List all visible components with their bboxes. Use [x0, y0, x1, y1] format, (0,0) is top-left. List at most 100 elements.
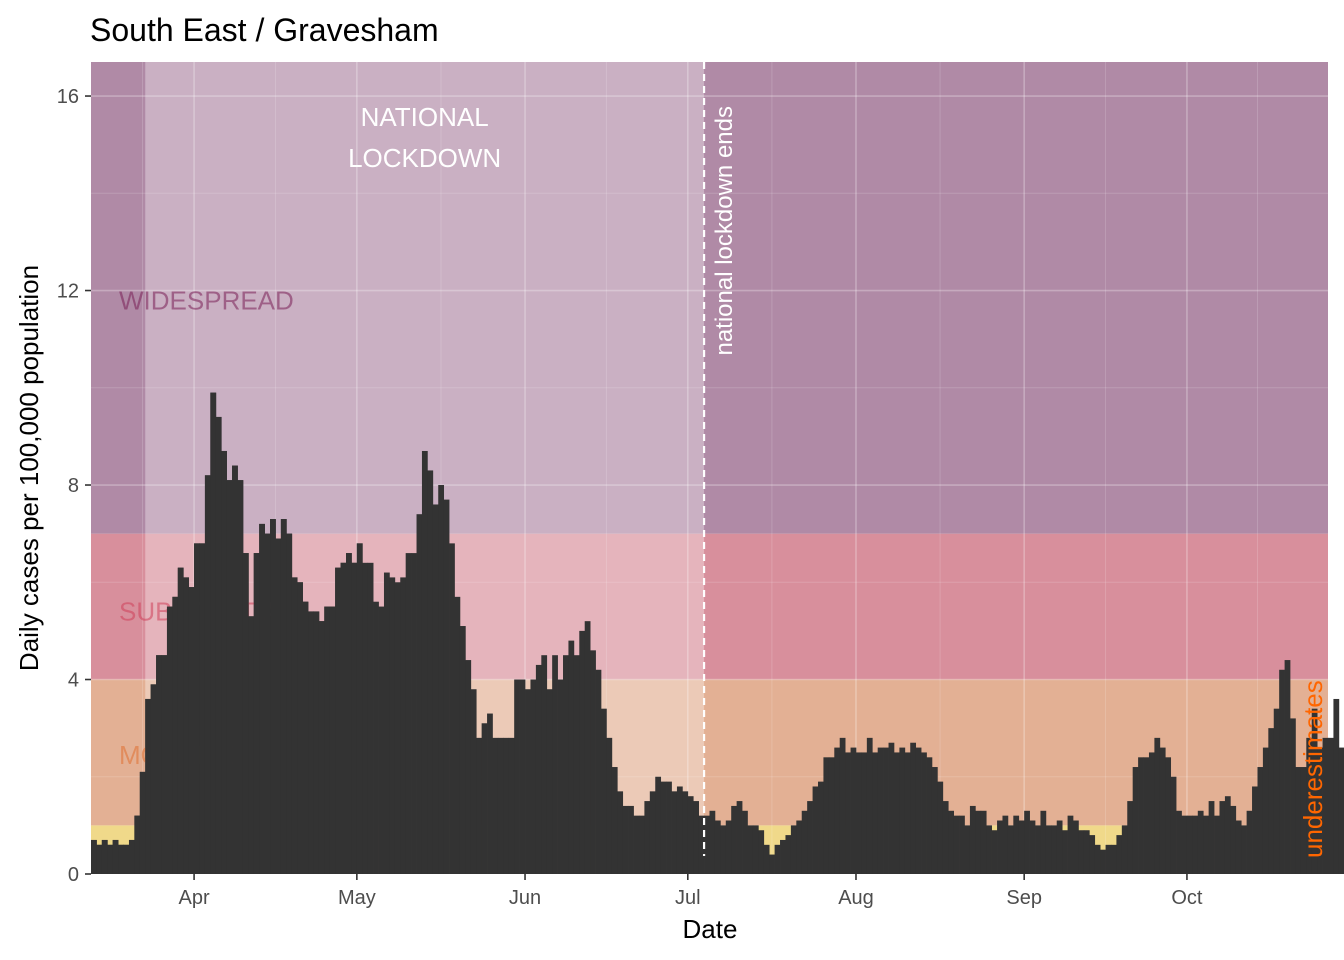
bar: [1181, 815, 1188, 874]
bar: [742, 810, 748, 874]
bar: [1143, 757, 1150, 874]
bar: [340, 562, 347, 874]
bar: [503, 737, 510, 874]
bar: [736, 801, 743, 874]
bar: [378, 606, 385, 874]
bar: [1007, 825, 1014, 874]
bar: [709, 810, 716, 874]
bar: [638, 815, 645, 874]
bar: [1230, 805, 1237, 874]
bar: [1214, 815, 1220, 874]
bar: [1138, 757, 1144, 874]
bar: [210, 392, 217, 874]
bar: [302, 601, 309, 874]
bar: [796, 820, 803, 874]
bar: [351, 562, 358, 874]
y-tick-label: 16: [57, 86, 79, 108]
bars-overlay: [91, 392, 363, 874]
bar: [459, 626, 466, 874]
bar: [248, 616, 255, 874]
bar: [291, 577, 298, 874]
bar: [563, 655, 569, 874]
bar: [1197, 810, 1204, 874]
bar: [937, 781, 944, 874]
band-widespread: [91, 62, 1328, 534]
bar: [649, 791, 656, 874]
bar: [1279, 669, 1285, 874]
bar: [590, 650, 596, 874]
bar: [1100, 849, 1106, 874]
y-tick-label: 4: [68, 670, 79, 692]
y-tick-label: 8: [68, 475, 79, 497]
bar: [1116, 835, 1123, 874]
alert-level-bands: [91, 62, 1328, 874]
bar: [997, 820, 1003, 874]
bar: [134, 815, 141, 874]
bar: [215, 416, 222, 874]
bar: [845, 752, 851, 874]
bar: [166, 606, 173, 874]
bar: [942, 801, 949, 874]
x-tick-label: May: [338, 887, 376, 909]
bar: [308, 611, 314, 874]
bar: [823, 757, 830, 874]
bar: [769, 854, 775, 874]
bar: [324, 606, 331, 874]
bar: [1186, 815, 1193, 874]
bar: [1203, 815, 1209, 874]
bar: [1148, 752, 1155, 874]
bar: [687, 796, 694, 874]
bar: [682, 791, 689, 874]
bar: [818, 781, 824, 874]
bar: [530, 679, 537, 874]
bar: [568, 640, 575, 874]
bar: [161, 655, 168, 874]
bar: [1262, 747, 1269, 874]
bar: [1224, 796, 1231, 874]
bar: [877, 747, 884, 874]
bar: [497, 737, 504, 874]
bar: [720, 825, 727, 874]
bar: [931, 767, 938, 874]
lockdown-end-label: national lockdown ends: [711, 106, 738, 356]
lockdown-label-line1: NATIONAL: [361, 102, 489, 132]
bar: [221, 450, 227, 874]
bar: [676, 786, 683, 874]
bar: [1051, 825, 1058, 874]
bar: [1176, 810, 1182, 874]
bar: [139, 771, 146, 874]
bar: [177, 567, 184, 874]
x-tick-label: Oct: [1171, 887, 1203, 909]
bar: [1219, 801, 1226, 874]
bar: [465, 660, 472, 874]
bar: [579, 630, 586, 874]
bar: [172, 596, 179, 874]
bar: [1306, 737, 1313, 874]
bar: [541, 655, 548, 874]
bar: [883, 747, 889, 874]
annotations: NATIONAL LOCKDOWN national lockdown ends un…: [348, 62, 1328, 858]
underestimates-label: underestimates: [1298, 680, 1328, 858]
bar: [785, 835, 792, 874]
bar: [394, 582, 401, 874]
bar: [1083, 830, 1090, 874]
bar: [698, 815, 705, 874]
bar: [318, 621, 325, 874]
bar: [807, 801, 813, 874]
bar: [1105, 844, 1112, 874]
bar: [969, 805, 976, 874]
x-tick-label: Jul: [675, 887, 701, 909]
bar: [758, 830, 765, 874]
bar: [525, 689, 531, 874]
bar: [693, 801, 699, 874]
bar: [1121, 825, 1128, 874]
bar: [557, 679, 564, 874]
bar: [986, 825, 992, 874]
bar: [1192, 815, 1199, 874]
bar: [1170, 776, 1177, 874]
bar: [573, 655, 580, 874]
bar: [1273, 708, 1280, 874]
bar: [1295, 767, 1302, 874]
bar: [1110, 844, 1117, 874]
bar: [427, 470, 434, 874]
